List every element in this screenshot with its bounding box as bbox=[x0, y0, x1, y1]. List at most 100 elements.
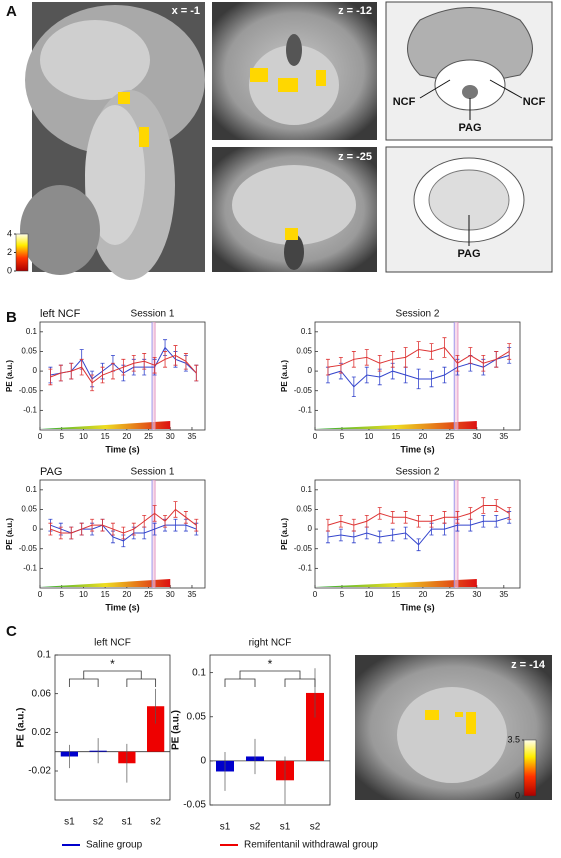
x-axis-label: Time (s) bbox=[105, 602, 139, 612]
y-tick-label: -0.1 bbox=[298, 405, 312, 414]
image-label: z = -12 bbox=[338, 5, 372, 17]
error-bar bbox=[131, 354, 136, 372]
error-bar bbox=[429, 343, 434, 360]
error-bar bbox=[79, 358, 84, 376]
x-tick-label: 0 bbox=[38, 432, 43, 441]
window-band bbox=[152, 480, 156, 588]
error-bar bbox=[507, 343, 512, 360]
x-tick-label: 25 bbox=[144, 432, 153, 441]
y-tick-label: -0.02 bbox=[28, 766, 51, 777]
x-tick-label: s1 bbox=[64, 817, 75, 828]
error-bar bbox=[152, 356, 157, 374]
error-bar bbox=[351, 376, 356, 398]
error-bar bbox=[494, 499, 499, 512]
panel-label: B bbox=[6, 309, 17, 326]
legend-label: Remifentanil withdrawal group bbox=[244, 840, 378, 851]
error-bar bbox=[403, 511, 408, 524]
error-bar bbox=[90, 518, 95, 532]
error-bar bbox=[377, 530, 382, 544]
x-tick-label: s2 bbox=[250, 822, 261, 833]
error-bar bbox=[429, 370, 434, 388]
error-bar bbox=[481, 497, 486, 514]
error-bar bbox=[194, 518, 199, 532]
x-tick-label: s2 bbox=[150, 817, 161, 828]
error-bar bbox=[416, 514, 421, 528]
y-tick-label: 0 bbox=[308, 366, 313, 375]
error-bar bbox=[69, 526, 74, 540]
stimulus-ramp bbox=[40, 579, 171, 587]
error-bar bbox=[481, 354, 486, 372]
y-axis-label: PE (a.u.) bbox=[171, 710, 182, 750]
x-axis-label: Time (s) bbox=[400, 602, 434, 612]
y-tick-label: 0 bbox=[33, 366, 38, 375]
row-label: left NCF bbox=[40, 308, 81, 320]
error-bar bbox=[481, 514, 486, 528]
y-tick-label: 0.05 bbox=[187, 711, 207, 722]
y-tick-label: 0.02 bbox=[32, 727, 52, 738]
image-label: x = -1 bbox=[172, 5, 200, 17]
plot-frame bbox=[54, 654, 171, 801]
y-tick-label: -0.05 bbox=[294, 544, 313, 553]
error-bar bbox=[351, 351, 356, 368]
axial-image bbox=[212, 2, 377, 140]
y-tick-label: -0.05 bbox=[19, 386, 38, 395]
error-bar bbox=[142, 353, 147, 370]
y-axis-label: PE (a.u.) bbox=[280, 518, 289, 550]
colorbar-label: 2 bbox=[7, 247, 12, 257]
error-bar bbox=[325, 358, 330, 376]
error-bar bbox=[194, 364, 199, 382]
chart-title: Session 1 bbox=[131, 467, 175, 478]
colorbar-label: 0 bbox=[7, 265, 12, 275]
window-band bbox=[152, 322, 156, 430]
plot-frame bbox=[314, 479, 521, 589]
chart-title: Session 1 bbox=[131, 309, 175, 320]
y-tick-label: 0.1 bbox=[192, 667, 206, 678]
x-tick-label: 35 bbox=[188, 432, 197, 441]
image-label: z = -25 bbox=[338, 151, 372, 163]
error-bar bbox=[338, 514, 343, 528]
error-bar bbox=[364, 366, 369, 384]
error-bar bbox=[390, 511, 395, 524]
error-bar bbox=[403, 347, 408, 368]
error-bar bbox=[173, 518, 178, 532]
chart-title: Session 2 bbox=[396, 467, 440, 478]
y-axis-label: PE (a.u.) bbox=[280, 360, 289, 392]
error-bar bbox=[152, 522, 157, 536]
row-label: PAG bbox=[40, 466, 62, 478]
plot-frame bbox=[314, 321, 521, 431]
x-tick-label: 15 bbox=[391, 432, 400, 441]
plot-frame bbox=[39, 479, 206, 589]
error-bar bbox=[364, 514, 369, 528]
axial-image bbox=[212, 147, 377, 272]
x-tick-label: 10 bbox=[79, 590, 88, 599]
error-bar bbox=[494, 514, 499, 528]
error-bar bbox=[377, 507, 382, 520]
error-bar bbox=[110, 522, 115, 536]
error-bar bbox=[377, 354, 382, 372]
error-bar bbox=[338, 356, 343, 374]
x-tick-label: 10 bbox=[364, 432, 373, 441]
error-bar bbox=[442, 366, 447, 384]
error-bar bbox=[455, 511, 460, 524]
legend-label: Saline group bbox=[86, 840, 143, 851]
bar bbox=[306, 692, 324, 761]
error-bar bbox=[58, 526, 63, 540]
error-bar bbox=[338, 528, 343, 542]
error-bar bbox=[100, 366, 105, 384]
x-tick-label: 0 bbox=[313, 432, 318, 441]
y-tick-label: -0.1 bbox=[298, 563, 312, 572]
error-bar bbox=[142, 514, 147, 528]
colorbar bbox=[523, 739, 537, 797]
axial-image bbox=[355, 655, 552, 800]
y-tick-label: -0.05 bbox=[19, 544, 38, 553]
x-tick-label: s1 bbox=[280, 822, 291, 833]
atlas-label: PAG bbox=[457, 248, 480, 260]
error-bar bbox=[494, 351, 499, 368]
error-bar bbox=[416, 368, 421, 390]
error-bar bbox=[429, 514, 434, 528]
y-tick-label: 0.05 bbox=[296, 505, 312, 514]
error-bar bbox=[325, 518, 330, 532]
atlas-diagram bbox=[385, 1, 553, 273]
x-tick-label: 5 bbox=[59, 590, 64, 599]
